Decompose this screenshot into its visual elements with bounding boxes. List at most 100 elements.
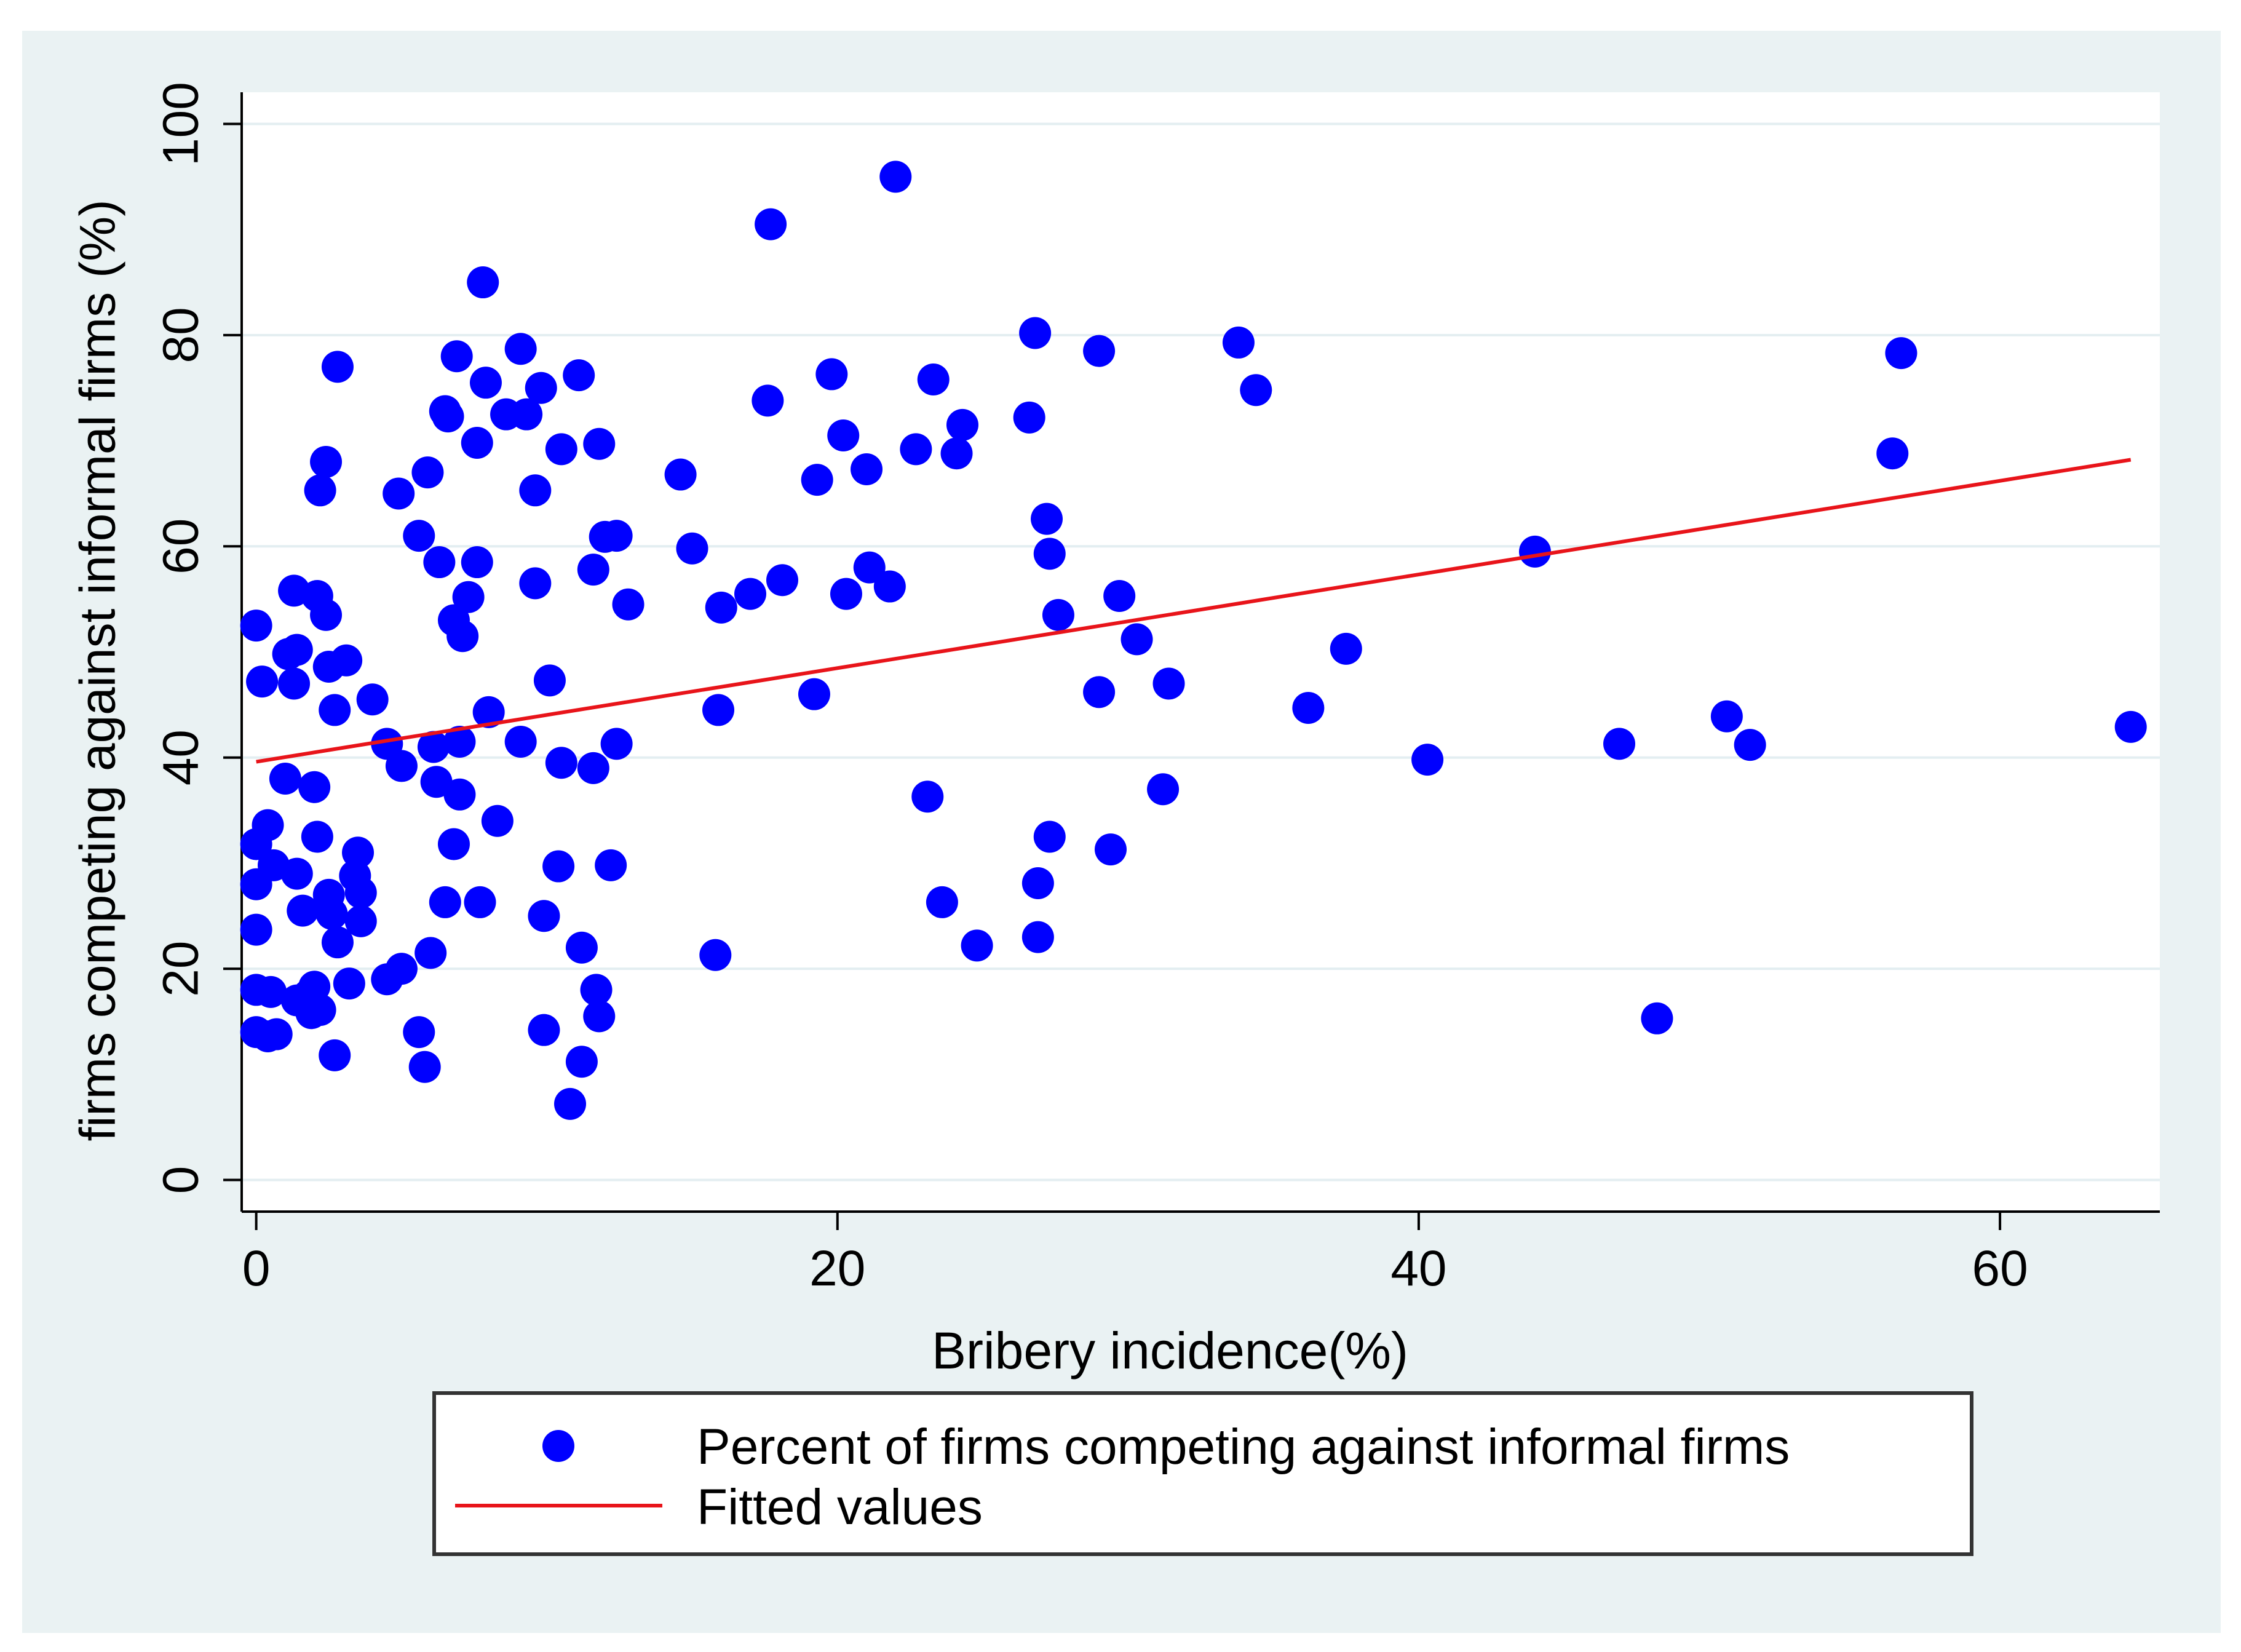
scatter-point-61 xyxy=(437,828,470,860)
scatter-point-123 xyxy=(940,437,973,470)
scatter-point-147 xyxy=(1603,728,1636,760)
scatter-point-109 xyxy=(766,564,798,597)
scatter-point-114 xyxy=(830,578,862,610)
scatter-point-107 xyxy=(752,384,784,417)
scatter-point-83 xyxy=(533,664,566,697)
scatter-point-110 xyxy=(798,678,830,710)
scatter-point-142 xyxy=(1240,374,1272,407)
scatter-point-138 xyxy=(1120,623,1153,656)
scatter-point-54 xyxy=(417,731,450,763)
x-tick-label-0: 0 xyxy=(242,1241,271,1297)
scatter-point-102 xyxy=(676,532,708,565)
scatter-point-51 xyxy=(408,1050,441,1083)
scatter-point-43 xyxy=(356,683,389,716)
scatter-point-85 xyxy=(545,433,577,466)
scatter-point-113 xyxy=(827,419,860,452)
scatter-point-94 xyxy=(583,427,616,460)
scatter-point-53 xyxy=(414,937,447,969)
scatter-point-67 xyxy=(461,427,493,459)
scatter-point-25 xyxy=(301,820,333,853)
legend-box xyxy=(432,1391,1973,1556)
scatter-point-50 xyxy=(403,1016,435,1049)
scatter-point-148 xyxy=(1641,1002,1673,1034)
scatter-points xyxy=(240,161,2147,1120)
scatter-point-105 xyxy=(705,591,737,624)
legend-label-fit-line: Fitted values xyxy=(697,1479,983,1535)
scatter-point-108 xyxy=(755,208,787,240)
legend: Percent of firms competing against infor… xyxy=(432,1391,1973,1556)
scatter-point-106 xyxy=(734,578,767,610)
scatter-point-69 xyxy=(464,886,496,918)
scatter-point-3 xyxy=(252,809,284,841)
scatter-point-92 xyxy=(577,554,609,586)
scatter-point-137 xyxy=(1103,580,1136,612)
scatter-point-134 xyxy=(1083,335,1116,367)
scatter-point-151 xyxy=(1876,437,1909,470)
scatter-point-0 xyxy=(240,610,272,642)
scatter-point-131 xyxy=(1033,538,1066,570)
scatter-point-77 xyxy=(510,398,543,431)
scatter-point-115 xyxy=(851,453,883,485)
scatter-point-38 xyxy=(333,967,365,1000)
scatter-point-143 xyxy=(1292,692,1325,724)
scatter-point-11 xyxy=(260,1018,293,1050)
x-tick-label-40: 40 xyxy=(1390,1241,1446,1297)
scatter-point-99 xyxy=(600,728,633,760)
scatter-point-76 xyxy=(504,725,537,758)
scatter-point-15 xyxy=(280,633,313,666)
scatter-point-40 xyxy=(342,836,375,869)
scatter-point-127 xyxy=(1019,317,1052,349)
scatter-point-72 xyxy=(472,696,505,728)
scatter-point-139 xyxy=(1147,773,1180,806)
scatter-point-132 xyxy=(1033,820,1066,853)
scatter-point-36 xyxy=(319,1039,351,1071)
scatter-point-18 xyxy=(287,894,319,927)
y-tick-label-100: 100 xyxy=(153,82,209,166)
scatter-point-49 xyxy=(403,520,435,552)
scatter-point-111 xyxy=(801,464,833,496)
scatter-point-81 xyxy=(528,1014,560,1046)
scatter-point-141 xyxy=(1222,326,1255,359)
scatter-point-70 xyxy=(467,266,499,299)
scatter-point-88 xyxy=(563,359,595,392)
scatter-point-59 xyxy=(432,400,464,433)
y-tick-label-60: 60 xyxy=(153,518,209,574)
scatter-point-8 xyxy=(255,975,287,1008)
fit-line xyxy=(256,458,2132,764)
legend-label-scatter: Percent of firms competing against infor… xyxy=(697,1419,1790,1475)
scatter-point-87 xyxy=(554,1087,587,1120)
scatter-point-117 xyxy=(873,570,906,603)
scatter-point-125 xyxy=(961,929,993,962)
y-tick-label-20: 20 xyxy=(153,940,209,996)
scatter-point-16 xyxy=(278,667,311,700)
scatter-point-152 xyxy=(1885,337,1918,370)
y-tick-label-40: 40 xyxy=(153,729,209,785)
fit-line-layer xyxy=(256,458,2132,764)
legend-marker-scatter xyxy=(542,1430,574,1462)
scatter-point-33 xyxy=(319,694,351,726)
scatter-point-41 xyxy=(344,876,377,909)
scatter-point-89 xyxy=(565,931,598,964)
scatter-point-136 xyxy=(1095,833,1127,866)
scatter-point-62 xyxy=(440,340,473,373)
scatter-point-47 xyxy=(385,750,418,782)
scatter-point-124 xyxy=(946,408,978,441)
scatter-point-149 xyxy=(1710,700,1743,733)
scatter-point-98 xyxy=(600,520,633,552)
x-tick-label-60: 60 xyxy=(1972,1241,2028,1297)
scatter-point-135 xyxy=(1083,676,1116,709)
scatter-point-17 xyxy=(280,857,313,890)
scatter-point-121 xyxy=(917,363,950,396)
scatter-point-144 xyxy=(1330,632,1362,665)
scatter-point-1 xyxy=(246,665,279,698)
scatter-point-91 xyxy=(577,752,609,784)
scatter-point-84 xyxy=(542,850,575,883)
scatter-point-95 xyxy=(583,1000,616,1033)
scatter-point-130 xyxy=(1031,502,1063,535)
scatter-point-68 xyxy=(461,546,493,579)
scatter-point-27 xyxy=(304,474,336,507)
scatter-point-119 xyxy=(900,433,932,466)
scatter-point-46 xyxy=(383,477,415,510)
scatter-point-103 xyxy=(699,939,732,971)
